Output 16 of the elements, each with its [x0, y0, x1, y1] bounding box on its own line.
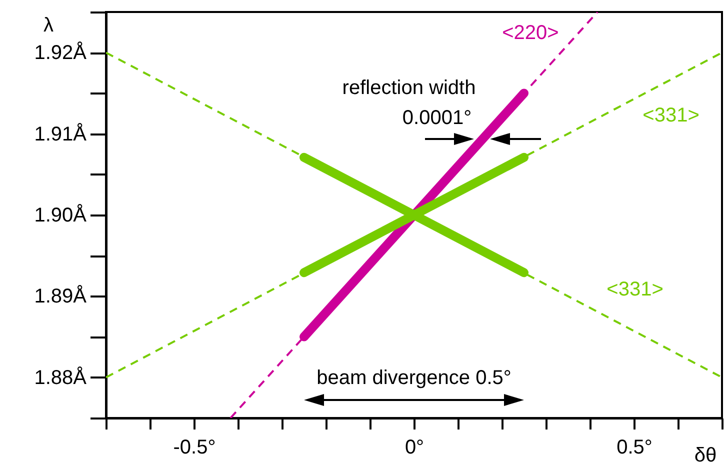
- y-tick-label: 1.90Å: [34, 204, 88, 226]
- y-tick-label: 1.88Å: [34, 366, 88, 389]
- annotation: beam divergence 0.5°: [316, 367, 512, 389]
- x-axis-title: δθ: [694, 444, 717, 466]
- y-tick-label: 1.89Å: [34, 284, 88, 308]
- y-tick-label: 1.92Å: [34, 41, 88, 64]
- x-tick-label: -0.5°: [173, 436, 216, 458]
- annotation: reflection width: [342, 77, 476, 99]
- x-tick-label: 0.5°: [616, 436, 652, 458]
- y-axis-title: λ: [44, 14, 54, 36]
- series-label: <220>: [502, 22, 559, 44]
- series-label: <331>: [606, 278, 664, 300]
- x-tick-label: 0°: [404, 436, 424, 458]
- annotation: 0.0001°: [402, 107, 472, 129]
- y-tick-label: 1.91Å: [34, 122, 88, 146]
- series-label: <331>: [642, 104, 700, 127]
